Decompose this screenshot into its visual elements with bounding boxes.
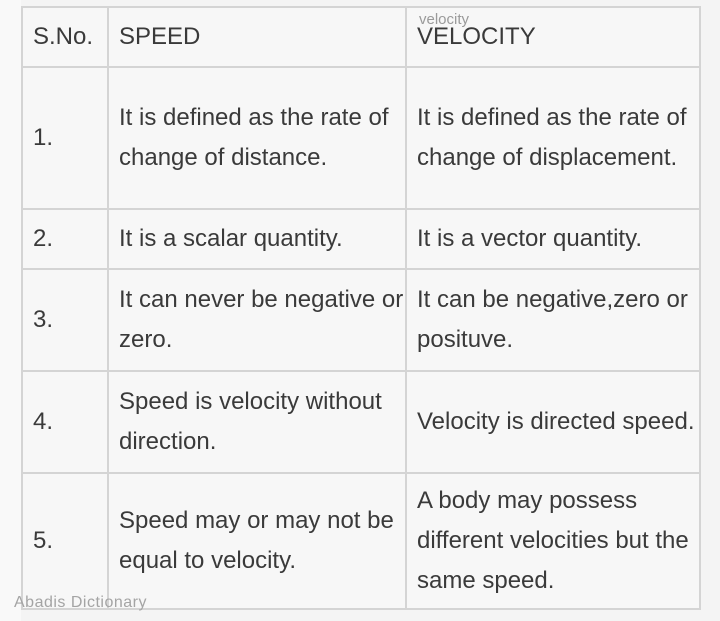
cell-speed: It is a scalar quantity. <box>107 208 407 270</box>
cell-sno: 2. <box>21 208 109 270</box>
cell-sno: 5. <box>21 472 109 610</box>
cell-speed: It is defined as the rate of change of d… <box>107 66 407 210</box>
cell-sno: 4. <box>21 370 109 474</box>
speed-velocity-comparison-table: S.No. SPEED velocity VELOCITY 1. It is d… <box>21 6 701 610</box>
cell-speed: Speed may or may not be equal to velocit… <box>107 472 407 610</box>
cell-velocity: It is defined as the rate of change of d… <box>405 66 701 210</box>
cell-velocity: A body may possess different velocities … <box>405 472 701 610</box>
cell-velocity: It is a vector quantity. <box>405 208 701 270</box>
header-sno: S.No. <box>21 6 109 68</box>
header-speed-label: SPEED <box>119 23 201 50</box>
cell-speed: Speed is velocity without direction. <box>107 370 407 474</box>
header-velocity: VELOCITY <box>405 6 701 68</box>
cell-sno: 1. <box>21 66 109 210</box>
table-row: 3. It can never be negative or zero. It … <box>21 268 701 372</box>
header-speed: SPEED velocity <box>107 6 469 68</box>
table-row: 4. Speed is velocity without direction. … <box>21 370 701 474</box>
cell-velocity: It can be negative,zero or posituve. <box>405 268 701 372</box>
cell-speed: It can never be negative or zero. <box>107 268 407 372</box>
table-row: 5. Speed may or may not be equal to velo… <box>21 472 701 610</box>
cell-velocity: Velocity is directed speed. <box>405 370 701 474</box>
left-margin <box>0 0 21 621</box>
header-speed-superscript: velocity <box>419 11 470 28</box>
table-header-row: S.No. SPEED velocity VELOCITY <box>21 6 701 68</box>
cell-sno: 3. <box>21 268 109 372</box>
table-row: 1. It is defined as the rate of change o… <box>21 66 701 210</box>
table-row: 2. It is a scalar quantity. It is a vect… <box>21 208 701 270</box>
watermark-text: Abadis Dictionary <box>14 594 147 611</box>
